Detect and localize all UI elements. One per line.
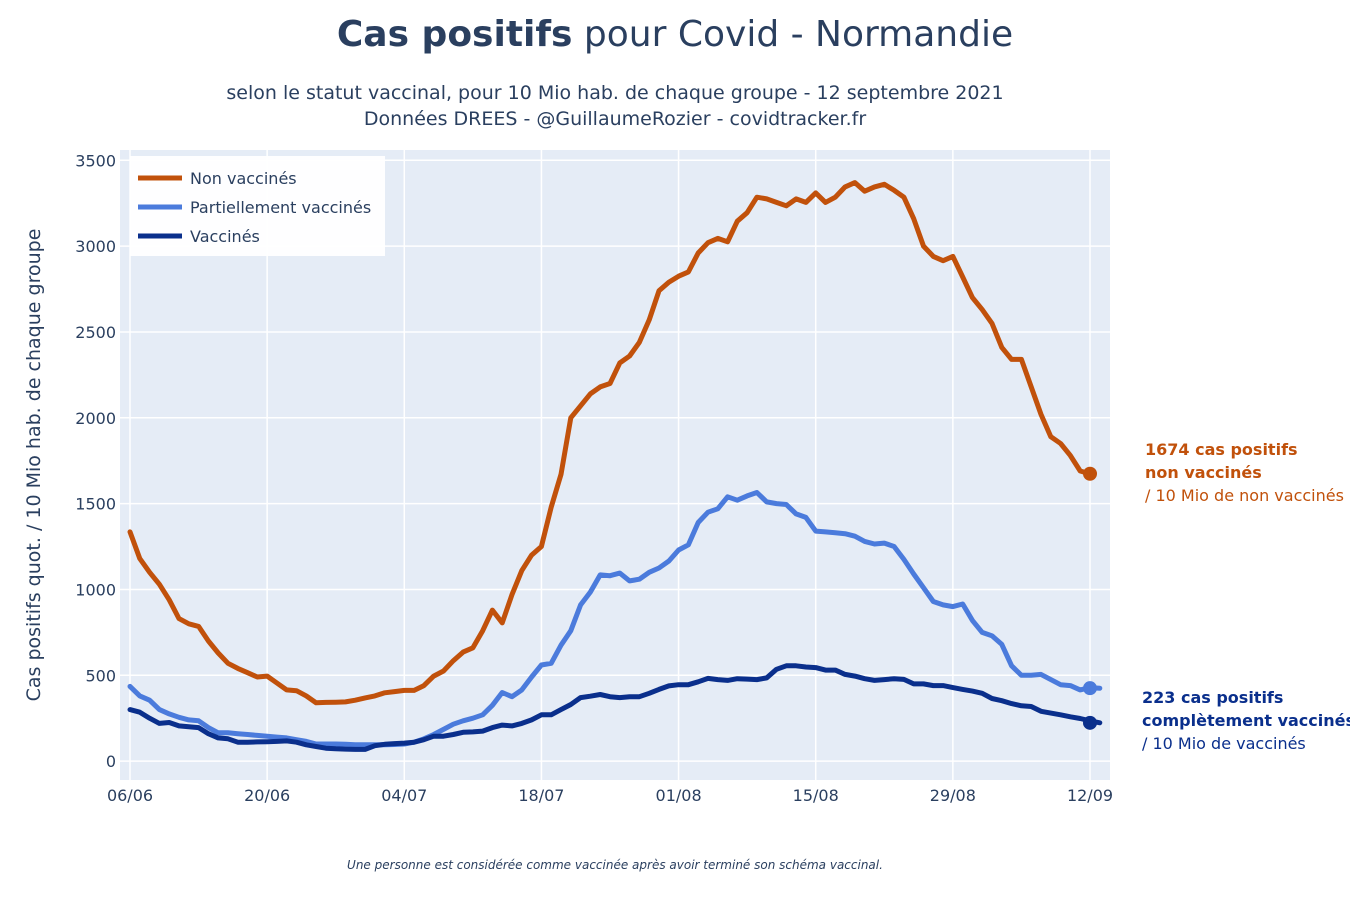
legend-label: Partiellement vaccinés — [190, 198, 371, 217]
endpoint-marker-vaccines — [1083, 715, 1097, 730]
endpoint-markers — [1083, 466, 1097, 730]
y-tick-label: 0 — [106, 752, 116, 771]
chart-subtitle: selon le statut vaccinal, pour 10 Mio ha… — [226, 82, 1004, 104]
axis-ticks: 0 500 1000 1500 2000 2500 3000 3500 06/06 20/06 04… — [75, 151, 1113, 805]
annotation-vaccinated: 223 cas positifs complètement vaccinés /… — [1142, 686, 1350, 755]
y-tick-label: 3500 — [75, 151, 116, 170]
legend-label: Non vaccinés — [190, 169, 297, 188]
x-tick-label: 12/09 — [1067, 786, 1113, 805]
endpoint-marker-partiellement-vaccines — [1083, 681, 1097, 696]
annotation-vaccinated-line1: 223 cas positifs — [1142, 688, 1284, 707]
x-tick-label: 18/07 — [518, 786, 564, 805]
chart-title-bold: Cas positifs — [336, 14, 573, 55]
annotation-vaccinated-line3: / 10 Mio de vaccinés — [1142, 734, 1306, 753]
x-tick-label: 01/08 — [656, 786, 702, 805]
series-layer — [127, 180, 1103, 752]
endpoint-marker-non-vaccines — [1083, 466, 1097, 481]
y-tick-label: 1500 — [75, 495, 116, 514]
annotation-unvaccinated: 1674 cas positifs non vaccinés / 10 Mio … — [1145, 438, 1344, 507]
annotation-vaccinated-line2: complètement vaccinés — [1142, 711, 1350, 730]
series-line-vaccines — [127, 663, 1103, 752]
y-tick-label: 2000 — [75, 409, 116, 428]
x-tick-label: 06/06 — [107, 786, 153, 805]
legend-item-vaccines[interactable]: Vaccinés — [138, 227, 260, 246]
legend-label: Vaccinés — [190, 227, 260, 246]
footnote: Une personne est considérée comme vaccin… — [347, 858, 883, 872]
series-line-partiellement-vaccines — [127, 490, 1103, 748]
chart-source: Données DREES - @GuillaumeRozier - covid… — [363, 108, 867, 130]
y-tick-label: 500 — [85, 666, 116, 685]
x-tick-label: 04/07 — [381, 786, 427, 805]
x-tick-label: 15/08 — [793, 786, 839, 805]
chart-title-rest: pour Covid - Normandie — [572, 14, 1014, 55]
annotation-unvaccinated-line1: 1674 cas positifs — [1145, 440, 1298, 459]
legend: Non vaccinés Partiellement vaccinés Vaccin… — [130, 156, 385, 256]
x-tick-label: 20/06 — [244, 786, 290, 805]
legend-item-non-vaccines[interactable]: Non vaccinés — [138, 169, 297, 188]
series-line-non-vaccines — [127, 180, 1093, 706]
y-tick-label: 3000 — [75, 237, 116, 256]
x-tick-label: 29/08 — [930, 786, 976, 805]
grid-lines — [120, 150, 1110, 780]
annotation-unvaccinated-line3: / 10 Mio de non vaccinés — [1145, 486, 1344, 505]
chart-title: Cas positifs pour Covid - Normandie — [0, 14, 1350, 55]
legend-item-partiellement-vaccines[interactable]: Partiellement vaccinés — [138, 198, 371, 217]
y-tick-label: 2500 — [75, 323, 116, 342]
y-tick-label: 1000 — [75, 580, 116, 599]
annotation-unvaccinated-line2: non vaccinés — [1145, 463, 1262, 482]
